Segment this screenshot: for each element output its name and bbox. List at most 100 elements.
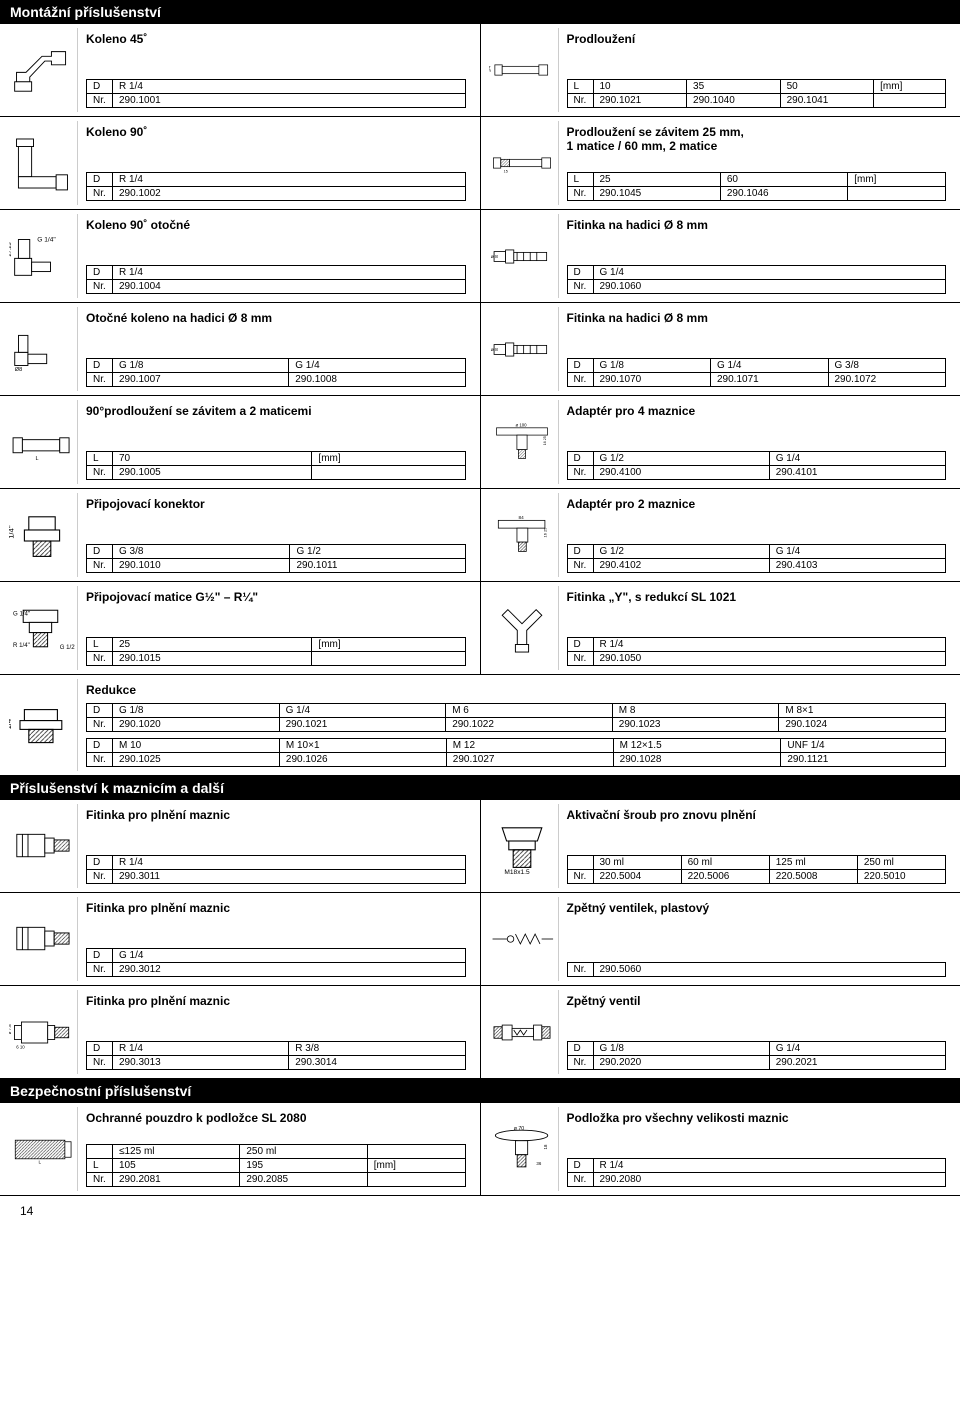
table-cell: D bbox=[567, 266, 593, 280]
table-cell: G 1/4 bbox=[593, 266, 946, 280]
table-cell: R 1/4 bbox=[113, 173, 466, 187]
diagram-icon: L bbox=[6, 400, 78, 484]
table-cell: 250 ml bbox=[240, 1145, 367, 1159]
table-cell: G 1/4 bbox=[769, 545, 945, 559]
page-number: 14 bbox=[0, 1196, 960, 1234]
diagram-icon: L bbox=[6, 1107, 78, 1191]
table-cell: Nr. bbox=[87, 94, 113, 108]
table-cell: 290.1010 bbox=[113, 559, 290, 573]
diagram-icon bbox=[6, 121, 78, 205]
table-cell: D bbox=[87, 545, 113, 559]
table-cell: Nr. bbox=[87, 870, 113, 884]
table-cell: R 1/4 bbox=[113, 80, 466, 94]
spec-table: DG 1/8G 1/4Nr.290.2020290.2021 bbox=[567, 1041, 947, 1070]
svg-text:ø 70: ø 70 bbox=[514, 1126, 525, 1132]
catalog-cell: 15 Prodloužení se závitem 25 mm,1 matice… bbox=[481, 117, 960, 209]
item-title: Fitinka na hadici Ø 8 mm bbox=[567, 311, 947, 325]
diagram-icon: G 1/4"R 1/4"G 1/2" bbox=[6, 586, 78, 670]
item-title: Fitinka „Y", s redukcí SL 1021 bbox=[567, 590, 947, 604]
table-cell: G 1/4 bbox=[769, 1042, 945, 1056]
table-cell: [mm] bbox=[312, 638, 465, 652]
table-cell: 290.3011 bbox=[113, 870, 466, 884]
table-cell: 220.5006 bbox=[681, 870, 769, 884]
table-cell: 290.1004 bbox=[113, 280, 466, 294]
table-cell: 290.1008 bbox=[289, 373, 465, 387]
svg-text:16 25: 16 25 bbox=[543, 436, 547, 445]
table-cell bbox=[874, 94, 946, 108]
svg-text:1/4": 1/4" bbox=[489, 64, 491, 72]
table-cell: 290.1005 bbox=[113, 466, 312, 480]
svg-text:ø 8: ø 8 bbox=[491, 347, 498, 353]
diagram-icon: 8416 25 bbox=[487, 493, 559, 577]
catalog-cell: M18x1.5 Aktivační šroub pro znovu plnění… bbox=[481, 800, 960, 892]
table-cell: 290.2081 bbox=[113, 1173, 240, 1187]
table-cell: L bbox=[87, 638, 113, 652]
item-title: Aktivační šroub pro znovu plnění bbox=[567, 808, 947, 822]
table-cell: Nr. bbox=[567, 466, 593, 480]
table-cell: M 12 bbox=[446, 739, 613, 753]
catalog-row: Ø8 Otočné koleno na hadici Ø 8 mmDG 1/8G… bbox=[0, 303, 960, 396]
spec-table: L103550[mm]Nr.290.1021290.1040290.1041 bbox=[567, 79, 947, 108]
catalog-cell: Koleno 45˚DR 1/4Nr.290.1001 bbox=[0, 24, 481, 116]
table-cell: 10 bbox=[593, 80, 687, 94]
item-title: Koleno 90˚ bbox=[86, 125, 466, 139]
table-cell: 290.1041 bbox=[780, 94, 874, 108]
spec-table: DR 1/4Nr.290.1002 bbox=[86, 172, 466, 201]
table-cell: 290.1040 bbox=[687, 94, 781, 108]
table-cell: G 1/4 bbox=[289, 359, 465, 373]
item-title: Koleno 90˚ otočné bbox=[86, 218, 466, 232]
catalog-cell: ø 10016 25 Adaptér pro 4 mazniceDG 1/2G … bbox=[481, 396, 960, 488]
catalog-cell: 1/4" RedukceDG 1/8G 1/4M 6M 8M 8×1Nr.290… bbox=[0, 675, 960, 775]
spec-table: DG 1/4Nr.290.1060 bbox=[567, 265, 947, 294]
table-cell: D bbox=[567, 452, 593, 466]
table-cell: 290.1025 bbox=[113, 753, 280, 767]
table-cell: Nr. bbox=[87, 187, 113, 201]
table-cell: 290.3012 bbox=[113, 963, 466, 977]
table-cell: R 1/4 bbox=[113, 856, 466, 870]
table-cell: 250 ml bbox=[857, 856, 945, 870]
table-cell: L bbox=[567, 173, 593, 187]
item-title: Redukce bbox=[86, 683, 946, 697]
diagram-icon: 15 bbox=[487, 121, 559, 205]
catalog-cell: G 1/4"R 1/4"G 1/2" Připojovací matice G½… bbox=[0, 582, 481, 674]
table-cell: 220.5008 bbox=[769, 870, 857, 884]
table-cell: D bbox=[87, 856, 113, 870]
table-cell: 290.1020 bbox=[113, 718, 280, 732]
table-cell: M 12×1.5 bbox=[613, 739, 781, 753]
table-cell: 290.1046 bbox=[720, 187, 847, 201]
table-cell: R 1/4 bbox=[113, 266, 466, 280]
table-cell: D bbox=[87, 1042, 113, 1056]
svg-text:L: L bbox=[38, 1159, 41, 1164]
svg-text:ø 100: ø 100 bbox=[515, 422, 527, 427]
item-title: Připojovací konektor bbox=[86, 497, 466, 511]
diagram-icon: 1/4" bbox=[6, 679, 78, 771]
table-cell bbox=[312, 652, 465, 666]
svg-text:G 1/2": G 1/2" bbox=[59, 644, 74, 651]
table-cell: 290.1021 bbox=[593, 94, 687, 108]
table-cell: M 8×1 bbox=[779, 704, 946, 718]
item-title: Fitinka pro plnění maznic bbox=[86, 994, 466, 1008]
spec-table: DR 1/4R 3/8Nr.290.3013290.3014 bbox=[86, 1041, 466, 1070]
item-title: Ochranné pouzdro k podložce SL 2080 bbox=[86, 1111, 466, 1125]
item-title: 90°prodloužení se závitem a 2 maticemi bbox=[86, 404, 466, 418]
table-cell: [mm] bbox=[312, 452, 465, 466]
table-cell: [mm] bbox=[367, 1159, 465, 1173]
table-cell: 290.1028 bbox=[613, 753, 781, 767]
diagram-icon: ø 7.86 10 bbox=[6, 990, 78, 1074]
svg-text:6 10: 6 10 bbox=[16, 1044, 25, 1049]
catalog-cell: Ø8 Otočné koleno na hadici Ø 8 mmDG 1/8G… bbox=[0, 303, 481, 395]
table-cell: 290.2080 bbox=[593, 1173, 946, 1187]
table-cell: 25 bbox=[113, 638, 312, 652]
diagram-icon bbox=[6, 804, 78, 888]
item-title: Adaptér pro 2 maznice bbox=[567, 497, 947, 511]
table-cell: M 10×1 bbox=[279, 739, 446, 753]
table-cell: 290.1027 bbox=[446, 753, 613, 767]
table-cell: 290.2085 bbox=[240, 1173, 367, 1187]
table-cell: 290.2020 bbox=[593, 1056, 769, 1070]
table-cell: Nr. bbox=[567, 1056, 593, 1070]
table-cell: 290.1011 bbox=[290, 559, 465, 573]
item-title: Otočné koleno na hadici Ø 8 mm bbox=[86, 311, 466, 325]
table-cell: D bbox=[87, 173, 113, 187]
spec-table: DG 1/8G 1/4Nr.290.1007290.1008 bbox=[86, 358, 466, 387]
catalog-cell: Fitinka pro plnění maznicDG 1/4Nr.290.30… bbox=[0, 893, 481, 985]
